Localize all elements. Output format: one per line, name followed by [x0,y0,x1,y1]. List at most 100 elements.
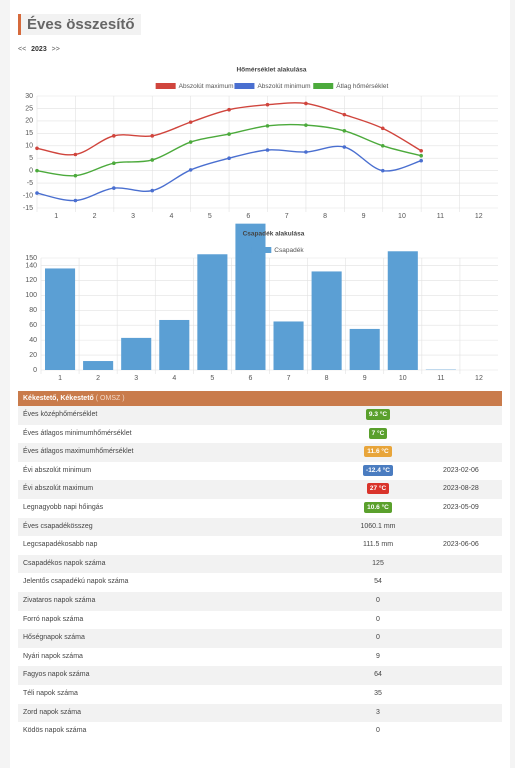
y-tick-label: 40 [29,337,37,344]
bar [387,251,418,370]
table-row: Zivataros napok száma 0 [18,591,502,611]
legend-swatch [155,83,176,89]
point [188,168,193,172]
point [342,129,347,133]
y-tick-label: 80 [29,307,37,314]
value-cell: 54 [358,573,398,592]
row-label: Éves csapadékösszeg [23,522,93,530]
row-date: 2023-08-28 [443,485,479,493]
next-year[interactable]: >> [51,46,60,53]
x-tick-label: 3 [131,213,135,220]
point [265,124,270,128]
row-label: Nyári napok száma [23,652,83,660]
x-tick-label: 12 [475,213,483,220]
value-text: 111.5 mm [362,541,394,549]
chart-title: Csapadék alakulása [243,231,305,238]
value-cell: 0 [358,722,398,741]
chart-title: Hőmérséklet alakulása [236,67,306,74]
value-cell: 0 [358,611,398,630]
point [188,120,193,124]
x-tick-label: 9 [362,213,366,220]
bar [45,268,76,370]
point [112,186,116,190]
value-text: 0 [376,615,380,623]
value-text: 3 [376,708,380,716]
table-row: Éves középhőmérséklet 9.3 °C [18,406,502,425]
stats-table: Kékestető, Kékestető ( OMSZ ) Éves közép… [18,391,502,741]
x-tick-label: 12 [475,375,483,382]
value-cell: 0 [358,592,398,611]
station: Kékestető, Kékestető [23,395,94,402]
row-date: 2023-06-06 [443,541,479,549]
y-tick-label: 30 [25,93,33,100]
value-badge: -12.4 °C [363,464,393,476]
y-tick-label: -15 [23,205,33,212]
page-title: Éves összesítő [18,14,141,35]
point [35,146,39,151]
y-tick-label: 120 [25,277,37,284]
point [380,143,385,148]
value-badge: 11.6 °C [364,446,392,458]
table-row: Éves átlagos minimumhőmérséklet 7 °C [18,425,502,444]
bar [197,254,228,370]
prev-year[interactable]: << [18,46,27,53]
source: ( OMSZ ) [95,395,125,402]
point [112,134,116,138]
value-badge: 27 °C [366,483,390,495]
table-row: Évi abszolút maximum 27 °C 2023-08-28 [18,480,502,499]
row-label: Évi abszolút maximum [23,485,94,493]
row-label: Téli napok száma [23,689,78,697]
row-label: Fagyos napok száma [23,671,90,679]
x-tick-label: 11 [437,375,444,382]
x-tick-label: 4 [172,375,176,382]
value-cell: 9 [358,648,398,667]
point [342,145,347,149]
table-row: Legcsapadékosabb nap 111.5 mm 2023-06-06 [18,536,502,555]
table-row: Évi abszolút minimum -12.4 °C 2023-02-06 [18,462,502,481]
row-date: 2023-05-09 [443,503,479,511]
rows: Éves középhőmérséklet 9.3 °C Éves átlagos … [18,406,502,741]
x-tick-label: 5 [210,375,214,382]
value-text: 54 [374,578,382,586]
x-tick-label: 8 [325,375,329,382]
point [304,150,308,154]
point [380,126,385,131]
legend-label: Abszolút maximum [179,83,234,90]
y-tick-label: -10 [23,192,33,199]
row-label: Ködös napok száma [23,727,87,735]
x-tick-label: 11 [437,213,444,220]
table-row: Nyári napok száma 9 [18,648,502,667]
x-tick-label: 8 [323,213,327,220]
value-cell: 3 [358,704,398,723]
table-row: Téli napok száma 35 [18,685,502,704]
value-text: 9 [376,652,380,660]
point [419,148,423,153]
point [112,161,116,165]
point [304,123,308,127]
bar [235,223,266,370]
point [227,132,231,136]
bar [121,337,152,370]
value-cell: 1060.1 mm [358,518,398,537]
point [188,140,193,144]
value-cell: 111.5 mm [358,536,398,555]
legend-swatch [313,83,334,89]
value-cell: 35 [358,685,398,704]
x-tick-label: 10 [398,213,406,220]
value-text: 1060.1 mm [360,522,396,530]
bar [159,319,190,370]
y-tick-label: 20 [29,352,37,359]
value-badge: 7 °C [368,427,388,439]
point [419,158,423,163]
y-tick-label: 15 [25,130,33,137]
point [380,168,385,173]
legend-label: Átlag hőmérséklet [336,81,388,90]
value-cell: -12.4 °C [358,462,398,481]
y-tick-label: 5 [29,155,33,162]
table-row: Éves átlagos maximumhőmérséklet 11.6 °C [18,443,502,462]
value-text: 0 [376,596,380,604]
table-row: Fagyos napok száma 64 [18,666,502,685]
value-cell: 11.6 °C [358,443,398,462]
x-tick-label: 6 [249,375,253,382]
